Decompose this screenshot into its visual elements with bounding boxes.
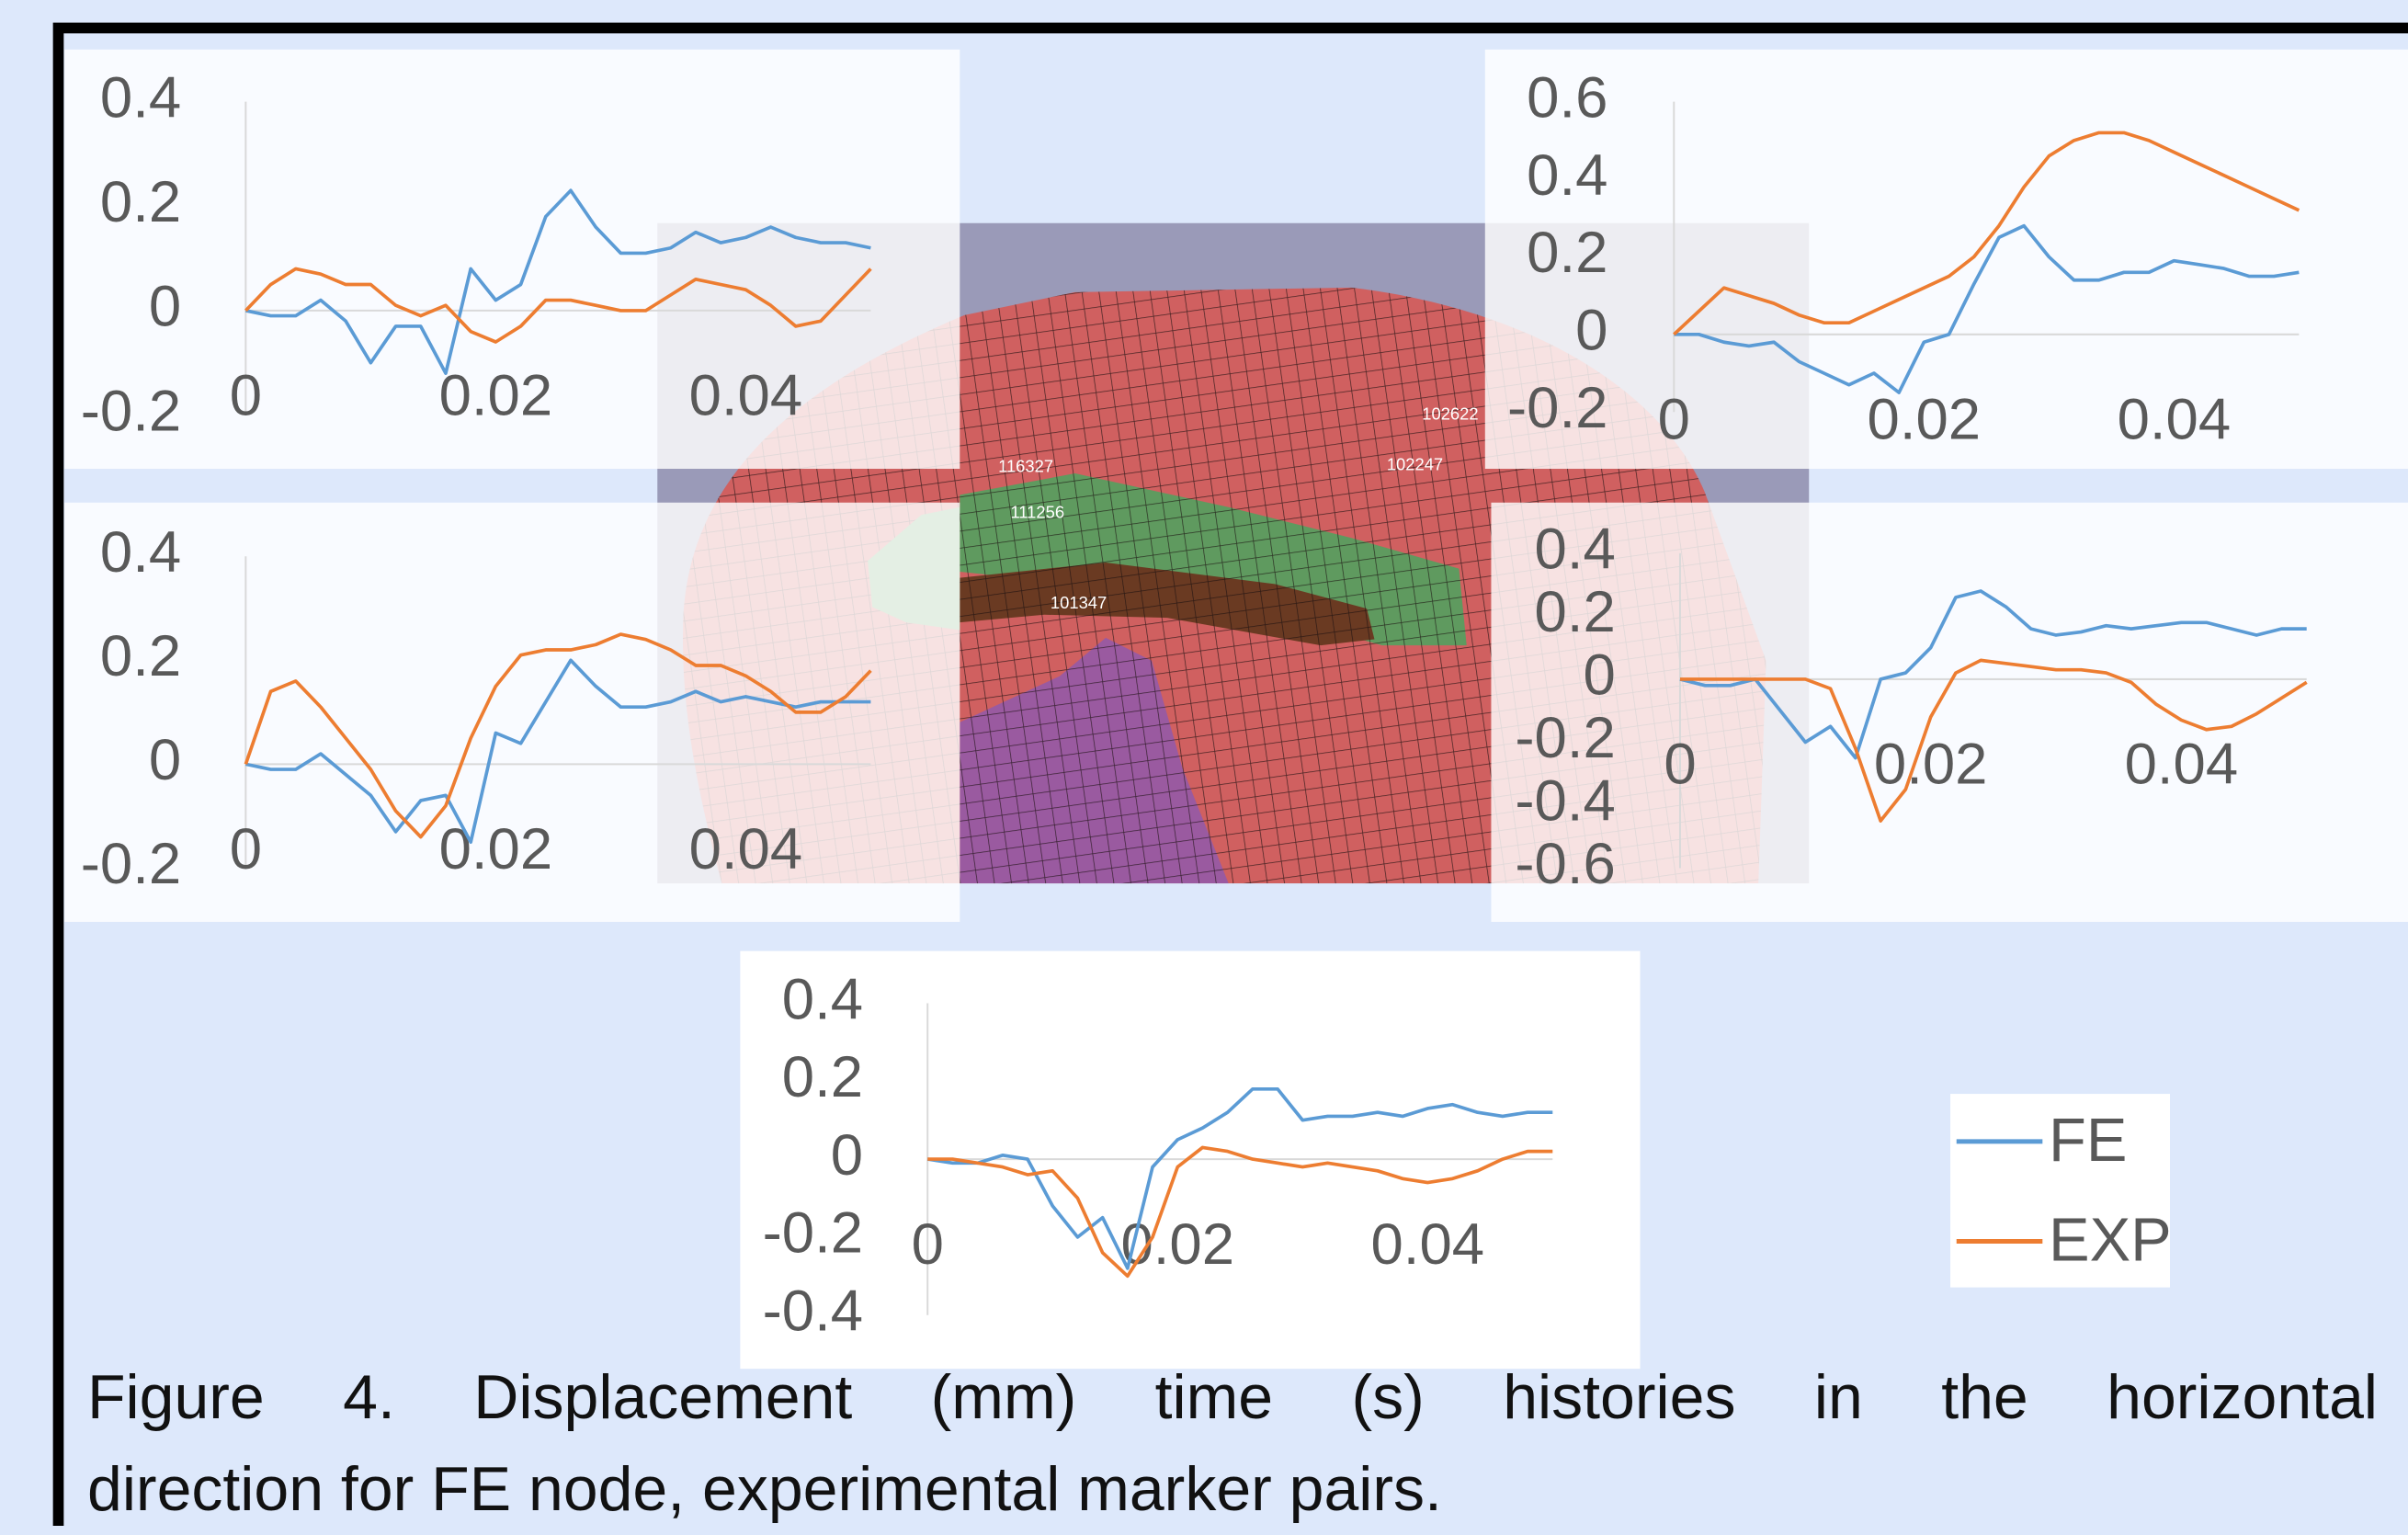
y-tick-label: 0 [831,1123,863,1188]
y-tick-label: -0.2 [1507,376,1607,440]
page: 116327 111256 101347 102622 102247 -0.20… [0,0,2408,1526]
x-tick-label: 0.04 [2125,733,2239,797]
x-tick-label: 0 [230,364,262,428]
y-tick-label: 0.2 [100,624,181,688]
y-tick-label: 0 [149,728,181,792]
figure: 116327 111256 101347 102622 102247 -0.20… [0,0,2408,1526]
y-tick-label: 0.4 [100,520,181,585]
legend-label: FE [2049,1107,2127,1175]
x-tick-label: 0.04 [689,817,803,881]
node-label: 116327 [998,456,1053,475]
node-label: 111256 [1010,502,1064,521]
y-tick-label: 0.4 [1527,143,1607,208]
node-label: 102247 [1387,455,1443,474]
y-tick-label: 0.2 [100,170,181,234]
x-tick-label: 0.02 [439,817,553,881]
y-tick-label: 0.2 [1535,580,1616,644]
y-tick-label: -0.2 [81,832,181,896]
y-tick-label: -0.4 [1515,769,1615,834]
x-tick-label: 0.04 [2118,387,2232,451]
x-tick-label: 0 [912,1212,944,1277]
y-tick-label: -0.4 [763,1279,863,1343]
y-tick-label: 0.2 [782,1045,863,1109]
caption-line: Figure 4. Displacement (mm) time (s) his… [87,1351,2378,1443]
caption-line: direction for FE node, experimental mark… [87,1443,2378,1535]
y-tick-label: 0.6 [1527,65,1607,130]
y-tick-label: 0.4 [100,65,181,130]
y-tick-label: -0.6 [1515,832,1615,896]
x-tick-label: 0.02 [439,364,553,428]
y-tick-label: -0.2 [763,1201,863,1266]
node-label: 101347 [1051,593,1107,612]
x-tick-label: 0 [1658,387,1690,451]
x-tick-label: 0.04 [689,364,803,428]
y-tick-label: 0.4 [782,967,863,1031]
x-tick-label: 0 [230,817,262,881]
node-label: 102622 [1422,404,1478,424]
y-tick-label: 0 [149,275,181,339]
y-tick-label: 0.2 [1527,221,1607,285]
legend-label: EXP [2049,1206,2172,1274]
y-tick-label: -0.2 [81,379,181,443]
y-tick-label: 0 [1583,643,1615,708]
x-tick-label: 0.02 [1874,733,1988,797]
x-tick-label: 0 [1664,733,1696,797]
x-tick-label: 0.02 [1868,387,1982,451]
chart-panel [1491,503,2408,922]
y-tick-label: 0 [1575,299,1607,363]
x-tick-label: 0.04 [1371,1212,1485,1277]
y-tick-label: -0.2 [1515,706,1615,770]
y-tick-label: 0.4 [1535,517,1616,582]
